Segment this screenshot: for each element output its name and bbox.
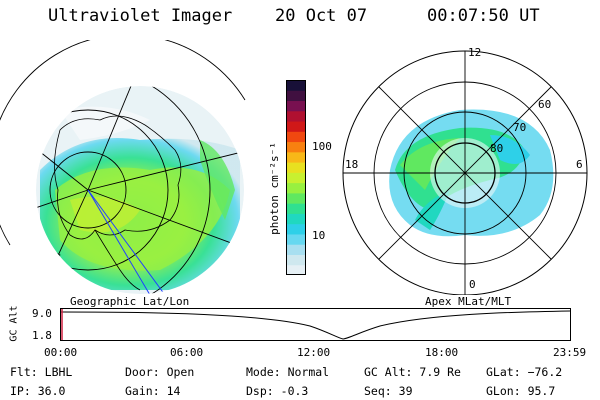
right-panel-label: Apex MLat/MLT bbox=[425, 295, 512, 308]
dsp-info: Dsp: -0.3 bbox=[246, 384, 309, 398]
colorbar-tick-10: 10 bbox=[312, 229, 326, 242]
altitude-xtick-1200: 12:00 bbox=[297, 346, 331, 359]
colorbar-segment bbox=[286, 80, 306, 91]
altitude-xtick-1800: 18:00 bbox=[425, 346, 459, 359]
filter-info: Flt: LBHL bbox=[10, 365, 73, 379]
colorbar-segment bbox=[286, 223, 306, 235]
ip-info: IP: 36.0 bbox=[10, 384, 66, 398]
colorbar-segment bbox=[286, 141, 306, 153]
colorbar-segment bbox=[286, 233, 306, 245]
colorbar-segment bbox=[286, 110, 306, 122]
time-label: 00:07:50 UT bbox=[427, 6, 540, 26]
altitude-ylabel: GC Alt bbox=[8, 305, 20, 342]
colorbar-segment bbox=[286, 121, 306, 132]
colorbar-segment bbox=[286, 213, 306, 225]
colorbar-segment bbox=[286, 100, 306, 112]
colorbar bbox=[286, 80, 306, 276]
altitude-plot bbox=[60, 308, 571, 341]
altitude-xtick-0000: 00:00 bbox=[44, 346, 78, 359]
colorbar-segment bbox=[286, 254, 306, 266]
colorbar-segment bbox=[286, 244, 306, 255]
colorbar-segment bbox=[286, 192, 306, 204]
mlat-label-80: 80 bbox=[490, 142, 504, 155]
mlat-label-60: 60 bbox=[538, 98, 552, 111]
gain-info: Gain: 14 bbox=[125, 384, 181, 398]
date-label: 20 Oct 07 bbox=[275, 6, 368, 26]
colorbar-segment bbox=[286, 90, 306, 102]
colorbar-segment bbox=[286, 151, 306, 163]
altitude-xtick-0600: 06:00 bbox=[170, 346, 204, 359]
geographic-auroral-image bbox=[0, 40, 246, 294]
colorbar-segment bbox=[286, 182, 306, 194]
colorbar-unit-label: photon cm⁻²s⁻¹ bbox=[267, 142, 281, 235]
mlt-label-18: 18 bbox=[345, 158, 359, 171]
mlt-label-12: 12 bbox=[468, 46, 482, 59]
colorbar-segment bbox=[286, 172, 306, 184]
altitude-ytick-9: 9.0 bbox=[32, 307, 52, 320]
glon-info: GLon: 95.7 bbox=[486, 384, 556, 398]
seq-info: Seq: 39 bbox=[364, 384, 413, 398]
magnetic-polar-image bbox=[342, 50, 588, 295]
door-info: Door: Open bbox=[125, 365, 195, 379]
left-panel-label: Geographic Lat/Lon bbox=[70, 295, 190, 308]
colorbar-segment bbox=[286, 131, 306, 143]
colorbar-tick-100: 100 bbox=[312, 140, 332, 153]
mode-info: Mode: Normal bbox=[246, 365, 330, 379]
mlat-label-70: 70 bbox=[513, 121, 527, 134]
instrument-title: Ultraviolet Imager bbox=[48, 6, 233, 26]
mlt-label-6: 6 bbox=[576, 158, 583, 171]
colorbar-segment bbox=[286, 162, 306, 173]
glat-info: GLat: −76.2 bbox=[486, 365, 563, 379]
gc-alt-info: GC Alt: 7.9 Re bbox=[364, 365, 461, 379]
colorbar-segment bbox=[286, 264, 306, 276]
colorbar-segment bbox=[286, 203, 306, 214]
altitude-ytick-1.8: 1.8 bbox=[32, 329, 52, 342]
mlt-label-0: 0 bbox=[469, 278, 476, 291]
altitude-xtick-2359: 23:59 bbox=[553, 346, 587, 359]
